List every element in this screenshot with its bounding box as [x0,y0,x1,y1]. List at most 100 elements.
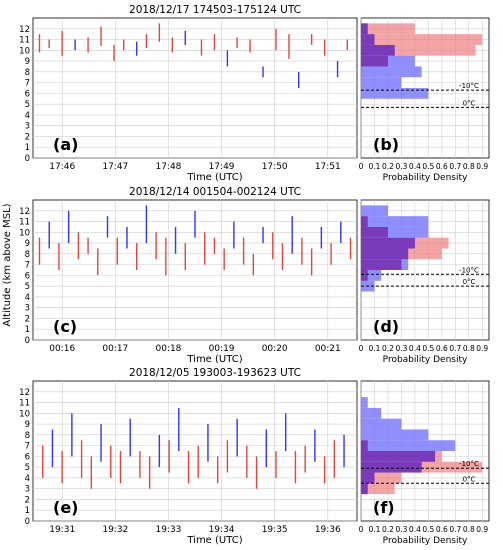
hist-x-tick-label: 0.9 [476,162,488,171]
hist-x-tick-label: 0.1 [369,344,381,353]
hist-bar-blue [361,397,368,408]
hist-bar-blue [361,226,429,238]
hist-bar-blue [361,418,402,430]
hist-x-tick-label: 0.7 [449,162,461,171]
hist-x-tick-label: 0.6 [436,525,448,534]
y-tick-label: 10 [19,409,30,419]
hist-x-tick-label: 0.4 [409,344,421,353]
x-tick-label: 17:49 [209,162,235,172]
hist-x-tick-label: 0 [359,525,364,534]
chart-title: 2018/12/05 193003-193623 UTC [129,367,301,379]
hist-panel-label: (b) [373,135,399,154]
hist-x-tick-label: 0.7 [449,525,461,534]
hist-x-tick-label: 0.1 [369,525,381,534]
x-axis-label: Time (UTC) [186,172,242,183]
y-tick-label: 10 [19,46,30,56]
histogram-panel: 0 0.1 0.2 0.3 0.4 0.5 0.6 0.7 0.8 0.9 Probability … [359,17,490,183]
y-tick-label: 12 [19,25,30,35]
hist-bar-red [361,472,402,484]
hist-x-tick-label: 0 [359,162,364,171]
y-tick-label: 11 [19,218,30,228]
hist-x-axis-label: Probability Density [383,536,468,546]
y-tick-label: 4 [25,293,30,303]
hist-x-tick-label: 0.3 [395,162,407,171]
hist-bar-overlap [361,226,388,238]
hist-bar-overlap [361,461,422,473]
y-tick-label: 8 [25,431,30,441]
y-tick-label: 11 [19,36,30,46]
hist-x-tick-label: 0.3 [395,525,407,534]
y-tick-label: 5 [25,463,30,473]
x-tick-label: 00:20 [262,344,288,354]
x-tick-label: 17:51 [315,162,341,172]
y-tick-label: 12 [19,388,30,398]
y-tick-label: 3 [25,304,30,314]
plot-frame [32,380,358,522]
hist-bar-overlap [361,216,368,227]
x-axis-label: Time (UTC) [186,535,242,546]
hist-bar-red [361,34,483,45]
hist-bar-blue [361,55,415,67]
y-tick-label: 11 [19,399,30,409]
hist-x-tick-label: 0 [359,344,364,353]
y-tick-label: 1 [25,143,30,153]
hist-x-tick-label: 0.5 [422,525,434,534]
panel-label: (e) [53,498,78,517]
x-tick-label: 17:46 [49,162,75,172]
y-tick-label: 1 [25,506,30,516]
hist-bar-overlap [361,483,368,495]
hist-bar-overlap [361,451,436,462]
hist-bar-overlap [361,44,395,56]
hist-panel-label: (d) [373,317,399,336]
chart-title: 2018/12/14 001504-002124 UTC [129,186,301,198]
hist-bar-blue [361,440,456,451]
y-tick-label: 0 [25,154,30,164]
hist-bar-blue [361,66,422,78]
panel-label: (a) [53,135,78,154]
hist-x-tick-label: 0.9 [476,344,488,353]
hist-bar-red [361,23,415,35]
hist-x-axis-label: Probability Density [383,355,468,365]
y-tick-label: 8 [25,68,30,78]
hist-x-tick-label: 0.2 [382,525,394,534]
x-tick-label: 19:31 [49,525,75,535]
hist-x-tick-label: 0.4 [409,162,421,171]
hist-x-tick-label: 0.3 [395,344,407,353]
hist-bar-overlap [361,23,368,35]
histogram-panel: 0 0.1 0.2 0.3 0.4 0.5 0.6 0.7 0.8 0.9 Probability … [359,199,490,365]
hist-x-tick-label: 0.2 [382,344,394,353]
histogram-panel: 0 0.1 0.2 0.3 0.4 0.5 0.6 0.7 0.8 0.9 Probability … [359,380,490,546]
x-tick-label: 17:47 [102,162,128,172]
hist-x-tick-label: 0.8 [463,525,475,534]
hist-bar-blue [361,270,382,281]
hist-x-tick-label: 0.1 [369,162,381,171]
x-tick-label: 19:34 [209,525,235,535]
isotherm-label: 0°C [463,278,476,286]
y-tick-label: 5 [25,100,30,110]
y-tick-label: 7 [25,442,30,452]
hist-x-tick-label: 0.9 [476,525,488,534]
y-tick-label: 6 [25,452,30,462]
hist-x-tick-label: 0.8 [463,344,475,353]
hist-bar-overlap [361,472,375,484]
hist-bar-red [361,44,476,56]
hist-bar-blue [361,205,388,217]
x-tick-label: 19:36 [315,525,341,535]
hist-bar-blue [361,429,429,441]
hist-x-axis-label: Probability Density [383,173,468,183]
y-tick-label: 9 [25,239,30,249]
hist-bar-overlap [361,270,368,281]
y-tick-label: 0 [25,336,30,346]
y-tick-label: 7 [25,261,30,271]
y-axis-label: Altitude (km above MSL) [2,203,13,326]
y-tick-label: 9 [25,57,30,67]
x-tick-label: 19:33 [155,525,181,535]
hist-x-tick-label: 0.5 [422,162,434,171]
isotherm-label: -10°C [459,266,479,274]
y-tick-label: 3 [25,485,30,495]
hist-x-tick-label: 0.6 [436,344,448,353]
